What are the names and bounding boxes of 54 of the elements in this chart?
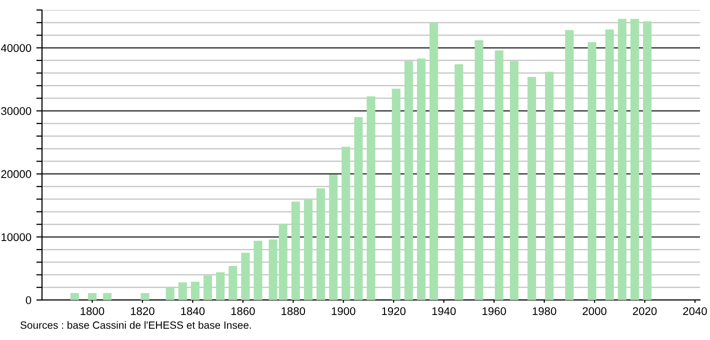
bar bbox=[618, 18, 626, 300]
x-tick-label: 1900 bbox=[332, 307, 356, 316]
y-tick-label: 0 bbox=[26, 296, 32, 304]
bar bbox=[494, 50, 504, 300]
x-tick-label: 1980 bbox=[532, 307, 556, 316]
bar bbox=[354, 117, 363, 300]
bar bbox=[254, 240, 262, 300]
bar bbox=[588, 42, 596, 300]
bar bbox=[329, 174, 338, 300]
x-tick-label: 1940 bbox=[432, 307, 456, 316]
bar bbox=[216, 272, 225, 300]
x-tick-label: 2040 bbox=[683, 307, 707, 316]
bar bbox=[70, 293, 79, 300]
x-tick-label: 1800 bbox=[80, 307, 104, 316]
bar bbox=[642, 21, 652, 300]
bar bbox=[630, 18, 639, 300]
bar bbox=[88, 293, 96, 300]
x-tick-label: 2000 bbox=[582, 307, 606, 316]
bar bbox=[316, 188, 326, 300]
y-tick-label: 30000 bbox=[1, 107, 32, 116]
bar bbox=[342, 146, 350, 300]
bar bbox=[190, 282, 200, 300]
bar bbox=[203, 275, 212, 300]
x-tick-label: 2020 bbox=[632, 307, 657, 316]
x-tick-label: 1840 bbox=[181, 307, 205, 316]
bar bbox=[304, 200, 312, 300]
source-note: Sources : base Cassini de l'EHESS et base Insee. bbox=[20, 321, 251, 329]
bar bbox=[565, 30, 574, 300]
x-tick-label: 1820 bbox=[130, 307, 154, 316]
bar bbox=[166, 288, 174, 300]
bar bbox=[474, 40, 484, 300]
bar bbox=[228, 266, 238, 300]
y-tick-label: 40000 bbox=[0, 44, 32, 52]
bar bbox=[103, 293, 112, 300]
bar bbox=[416, 58, 426, 300]
bar bbox=[366, 96, 376, 300]
x-tick-label: 1920 bbox=[382, 307, 406, 316]
bar bbox=[510, 61, 518, 300]
y-tick-label: 10000 bbox=[2, 233, 32, 242]
bar bbox=[392, 88, 400, 300]
bar bbox=[291, 202, 300, 300]
bar bbox=[241, 252, 250, 300]
bar bbox=[454, 64, 464, 300]
bar bbox=[178, 282, 187, 300]
bar bbox=[527, 76, 536, 300]
bar bbox=[404, 61, 413, 300]
x-tick-label: 1860 bbox=[231, 307, 255, 316]
x-tick-label: 1880 bbox=[282, 307, 306, 316]
bar bbox=[430, 22, 438, 300]
bar bbox=[545, 72, 554, 300]
bar bbox=[140, 293, 150, 300]
y-tick-label: 20000 bbox=[1, 170, 32, 178]
x-tick-label: 1960 bbox=[482, 307, 506, 316]
bar bbox=[605, 30, 614, 300]
